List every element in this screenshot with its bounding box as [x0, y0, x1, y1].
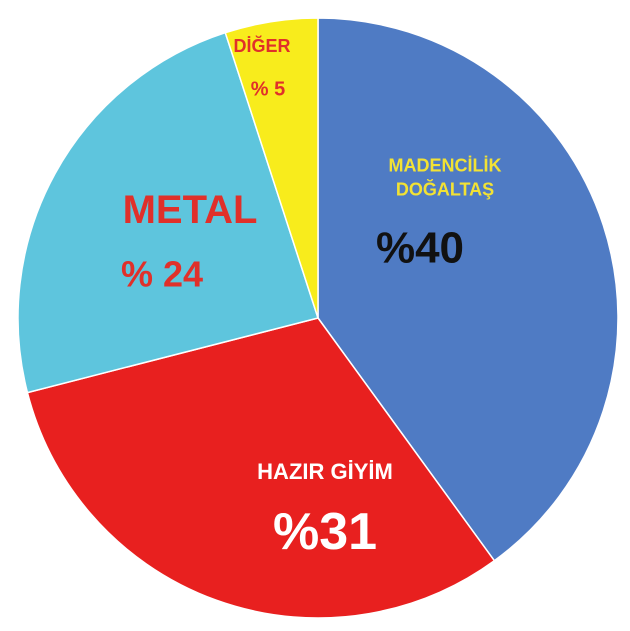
value-label: %31: [272, 502, 378, 561]
pie-slice: [26, 317, 496, 619]
category-label: METAL: [122, 188, 258, 232]
pie-slice: [224, 17, 319, 319]
category-label: HAZIR GİYİM: [257, 459, 393, 485]
value-label: %40: [375, 223, 465, 273]
value-label: % 24: [120, 253, 204, 295]
pie-slice: [317, 17, 619, 562]
value-label: % 5: [250, 78, 286, 101]
pie-slice: [17, 31, 319, 394]
category-label: MADENCİLİK DOĞALTAŞ: [388, 155, 502, 200]
category-label: DİĞER: [233, 35, 291, 56]
